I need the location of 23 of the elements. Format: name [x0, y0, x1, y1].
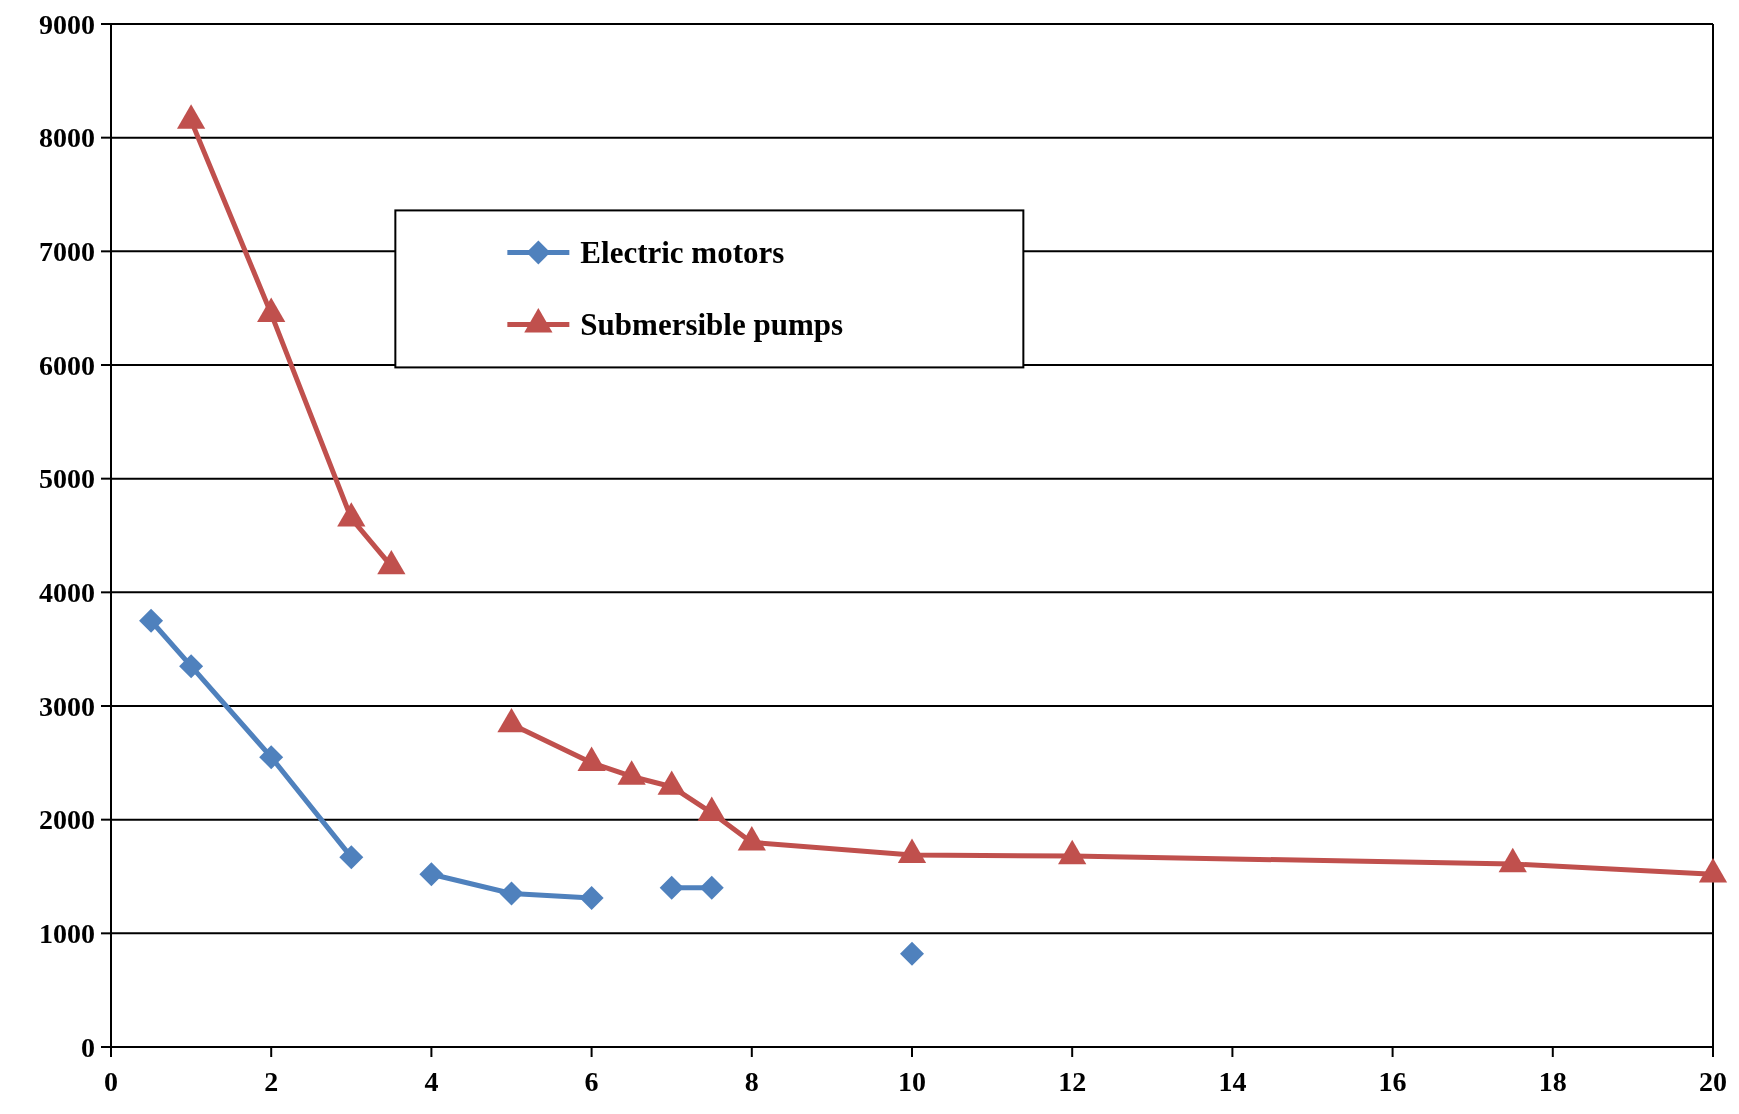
x-tick-label: 0: [104, 1066, 118, 1097]
y-tick-label: 5000: [39, 463, 95, 495]
y-tick-label: 8000: [39, 122, 95, 154]
y-tick-label: 0: [81, 1031, 95, 1063]
x-tick-label: 8: [744, 1066, 759, 1097]
legend-label: Submersible pumps: [580, 307, 844, 343]
x-tick-label: 10: [898, 1066, 926, 1097]
y-tick-label: 4000: [39, 577, 95, 609]
y-tick-label: 7000: [39, 236, 95, 268]
y-tick-label: 2000: [39, 804, 95, 836]
legend-label: Electric motors: [580, 235, 785, 271]
x-tick-label: 4: [424, 1066, 439, 1097]
x-tick-label: 14: [1218, 1066, 1247, 1097]
x-tick-label: 20: [1699, 1066, 1727, 1097]
x-tick-label: 2: [264, 1066, 279, 1097]
x-tick-label: 16: [1378, 1066, 1407, 1097]
y-tick-label: 3000: [39, 690, 95, 722]
x-tick-label: 6: [584, 1066, 599, 1097]
x-tick-label: 18: [1538, 1066, 1567, 1097]
y-tick-label: 9000: [39, 8, 95, 40]
y-tick-label: 6000: [39, 349, 95, 381]
y-tick-label: 1000: [39, 918, 95, 950]
x-tick-label: 12: [1058, 1066, 1087, 1097]
